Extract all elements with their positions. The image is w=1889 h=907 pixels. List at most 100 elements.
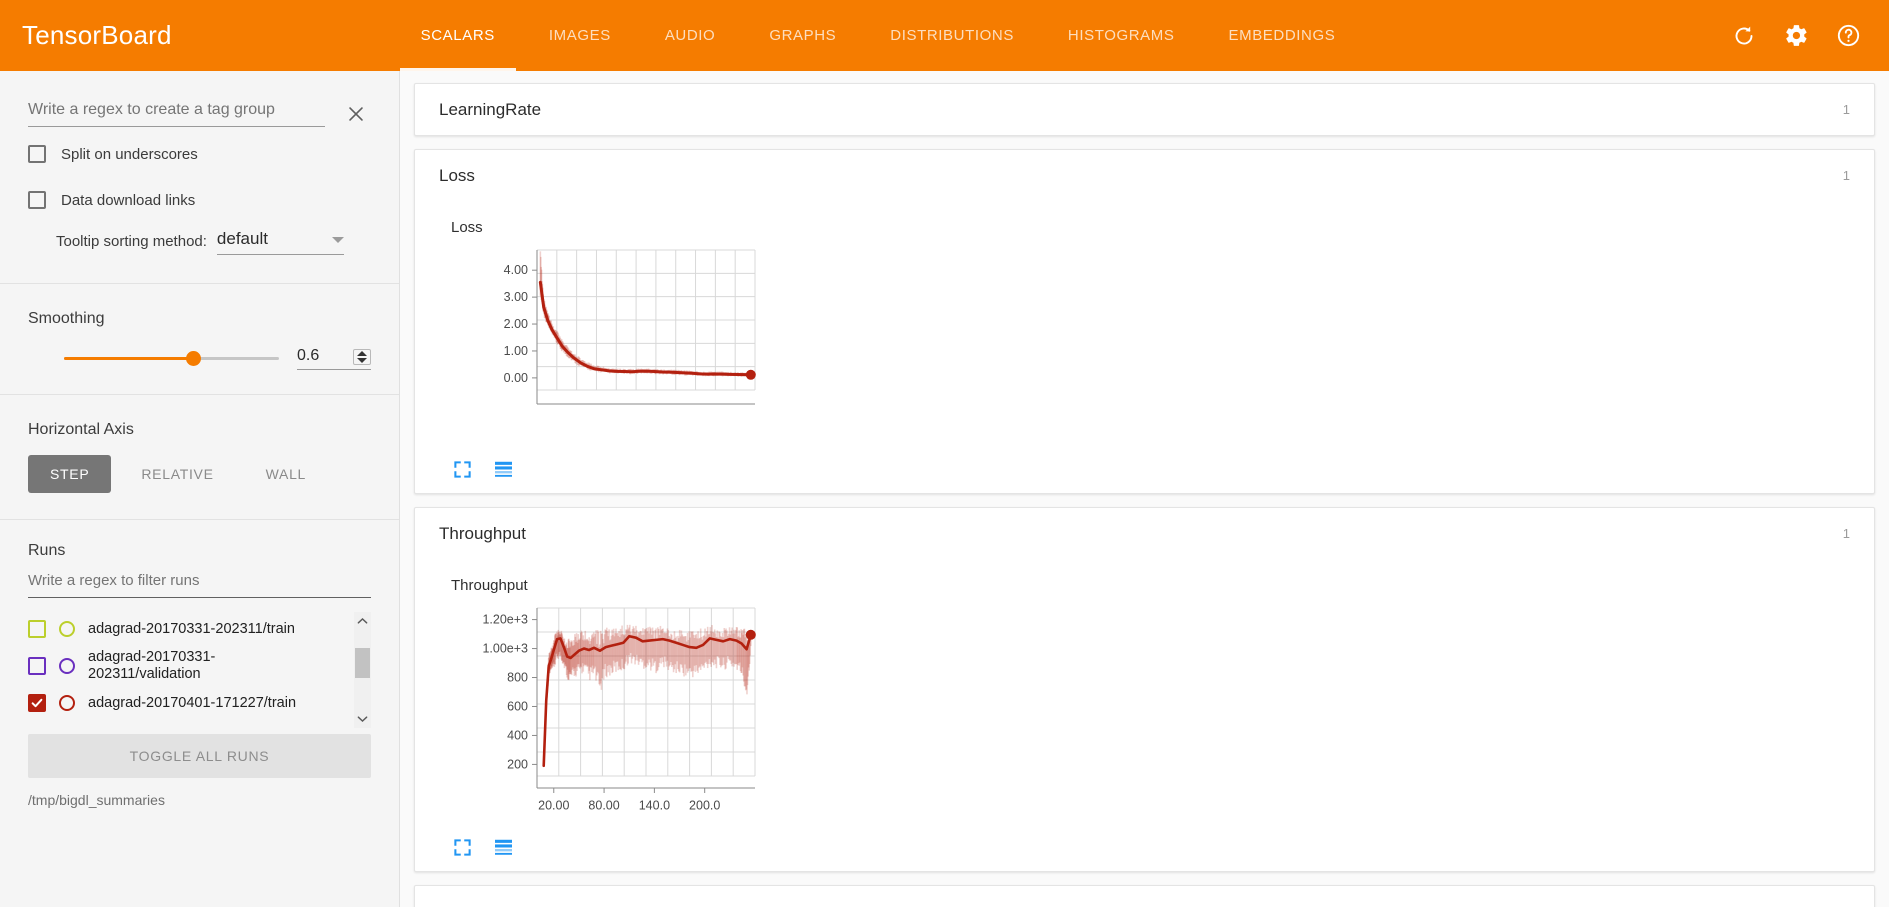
- toggle-all-runs-button[interactable]: TOGGLE ALL RUNS: [28, 734, 371, 778]
- scroll-up-icon[interactable]: [354, 612, 371, 630]
- data-table-icon[interactable]: [494, 460, 513, 479]
- stepper-down-icon[interactable]: [357, 357, 367, 363]
- tab-embeddings[interactable]: EMBEDDINGS: [1202, 0, 1363, 71]
- split-on-underscores-checkbox[interactable]: [28, 145, 46, 163]
- data-download-links-checkbox[interactable]: [28, 191, 46, 209]
- run-checkbox[interactable]: [28, 694, 46, 712]
- option-data-download-links[interactable]: Data download links: [0, 181, 399, 219]
- tooltip-sorting-select[interactable]: default: [216, 229, 344, 255]
- data-download-links-label: Data download links: [61, 191, 196, 209]
- y-axis-tick-label: 4.00: [504, 263, 528, 277]
- card-header-loss[interactable]: Loss 1: [415, 150, 1874, 201]
- tab-histograms-label: HISTOGRAMS: [1067, 27, 1175, 44]
- divider-runs-top: [0, 519, 399, 520]
- smoothing-stepper[interactable]: [353, 348, 371, 365]
- list-item[interactable]: adagrad-20170331-202311/validation: [28, 646, 353, 686]
- chevron-down-icon: [331, 237, 344, 243]
- data-series-line: [538, 280, 753, 377]
- run-color-dot: [59, 621, 75, 637]
- card-throughput: Throughput 1 Throughput 1.20e+3 1.00e+3 80…: [414, 507, 1875, 872]
- tab-histograms[interactable]: HISTOGRAMS: [1041, 0, 1202, 71]
- run-checkbox[interactable]: [28, 620, 46, 638]
- data-table-glyph: [495, 461, 512, 477]
- option-split-on-underscores[interactable]: Split on underscores: [0, 135, 399, 173]
- axis-mode-relative[interactable]: RELATIVE: [119, 455, 235, 493]
- card-title: LearningRate: [439, 99, 542, 119]
- card-count: 1: [1842, 526, 1850, 541]
- page-body: Split on underscores Data download links…: [0, 71, 1889, 907]
- smoothing-slider-fill: [64, 356, 193, 360]
- tab-graphs-label: GRAPHS: [769, 27, 837, 44]
- y-axis-tick-label: 2.00: [504, 317, 528, 331]
- run-color-dot: [59, 695, 75, 711]
- list-item[interactable]: adagrad-20170331-202311/train: [28, 612, 353, 646]
- x-axis-tick-label: 200.0: [689, 799, 720, 813]
- stepper-up-icon[interactable]: [357, 350, 367, 356]
- tab-images-label: IMAGES: [548, 27, 611, 44]
- y-axis-tick-label: 1.00e+3: [482, 642, 528, 656]
- divider-horizontal-axis-top: [0, 394, 399, 395]
- tab-audio[interactable]: AUDIO: [638, 0, 743, 71]
- data-table-icon[interactable]: [494, 838, 513, 857]
- smoothing-title: Smoothing: [28, 310, 105, 327]
- card-count: 1: [1842, 102, 1850, 117]
- x-axis-tick-label: 20.00: [538, 799, 569, 813]
- axis-mode-wall[interactable]: WALL: [244, 455, 328, 493]
- y-axis-tick-label: 600: [507, 699, 528, 713]
- x-axis-tick-label: 80.00: [588, 799, 619, 813]
- chart-throughput[interactable]: 1.20e+3 1.00e+3 800 600 400 200 20.00 80.00 140.…: [439, 598, 869, 828]
- chart-title-throughput: Throughput: [451, 577, 528, 594]
- app-title: TensorBoard: [22, 20, 172, 50]
- fullscreen-icon[interactable]: [453, 460, 472, 479]
- tag-group-input[interactable]: [28, 101, 325, 127]
- tab-distributions[interactable]: DISTRIBUTIONS: [863, 0, 1041, 71]
- main-nav-tabs: SCALARS IMAGES AUDIO GRAPHS DISTRIBUTION…: [394, 0, 1363, 71]
- axis-mode-step[interactable]: STEP: [28, 455, 112, 493]
- y-axis-tick-label: 0.00: [504, 371, 528, 385]
- last-point-marker: [745, 369, 756, 380]
- card-header-learningrate[interactable]: LearningRate 1: [415, 84, 1874, 135]
- app-header: TensorBoard SCALARS IMAGES AUDIO GRAPHS …: [0, 0, 1889, 71]
- card-loss: Loss 1 Loss 4.00 3.00 2.00 1.00 0.00: [414, 149, 1875, 494]
- scroll-down-icon[interactable]: [354, 710, 371, 728]
- header-actions: [1731, 23, 1867, 49]
- y-axis-tick-label: 200: [507, 757, 528, 771]
- list-item[interactable]: adagrad-20170401-171227/train: [28, 686, 353, 720]
- data-table-glyph: [495, 839, 512, 855]
- chart-loss-svg: 4.00 3.00 2.00 1.00 0.00: [504, 249, 756, 405]
- smoothing-row: 0.6: [0, 346, 399, 370]
- fullscreen-icon[interactable]: [453, 838, 472, 857]
- runs-scrollbar-thumb[interactable]: [355, 648, 370, 678]
- logdir-path: /tmp/bigdl_summaries: [28, 792, 165, 808]
- x-axis-tick-label: 140.0: [639, 799, 670, 813]
- smoothing-slider-thumb[interactable]: [186, 350, 201, 366]
- tooltip-sorting-label: Tooltip sorting method:: [56, 233, 207, 250]
- card-learningrate: LearningRate 1: [414, 83, 1875, 136]
- chart-loss[interactable]: 4.00 3.00 2.00 1.00 0.00: [439, 240, 869, 450]
- card-body-throughput: Throughput 1.20e+3 1.00e+3 800 600 400 200 20.…: [415, 559, 1874, 871]
- runs-list-scrollbar[interactable]: [354, 612, 371, 728]
- smoothing-value-field[interactable]: 0.6: [297, 347, 371, 370]
- left-sidebar: Split on underscores Data download links…: [0, 71, 400, 907]
- main-content: LearningRate 1 Loss 1 Loss 4.00 3.00 2.00 1…: [400, 71, 1889, 907]
- tab-audio-label: AUDIO: [664, 27, 716, 44]
- smoothing-slider[interactable]: [64, 346, 279, 370]
- card-header-throughput[interactable]: Throughput 1: [415, 508, 1874, 559]
- close-icon[interactable]: [341, 99, 371, 129]
- y-axis-tick-label: 800: [507, 671, 528, 685]
- help-icon[interactable]: [1835, 23, 1861, 49]
- runs-filter-input[interactable]: [28, 572, 371, 598]
- tab-scalars[interactable]: SCALARS: [394, 0, 522, 71]
- chart-actions-loss: [439, 450, 1850, 483]
- data-series-line: [542, 633, 753, 768]
- tab-graphs[interactable]: GRAPHS: [742, 0, 863, 71]
- refresh-icon[interactable]: [1731, 23, 1757, 49]
- gear-icon[interactable]: [1783, 23, 1809, 49]
- chart-throughput-svg: 1.20e+3 1.00e+3 800 600 400 200 20.00 80.00 140.…: [482, 607, 756, 813]
- tab-images[interactable]: IMAGES: [522, 0, 638, 71]
- tab-scalars-label: SCALARS: [420, 27, 495, 44]
- chart-actions-throughput: [439, 828, 1850, 861]
- y-axis-tick-label: 1.20e+3: [482, 613, 528, 627]
- run-checkbox[interactable]: [28, 657, 46, 675]
- horizontal-axis-title: Horizontal Axis: [28, 421, 134, 438]
